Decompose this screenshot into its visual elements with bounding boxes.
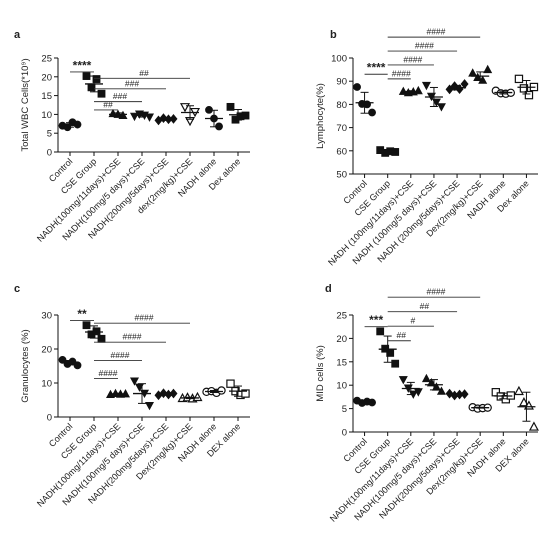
data-point [144,401,155,411]
data-point [436,103,446,112]
data-point [226,102,235,111]
y-axis-title: Total WBC Cells(*10⁹) [20,58,31,151]
y-tick-label: 60 [336,146,347,157]
data-point [241,111,250,120]
significance-label: ** [77,307,87,321]
y-tick-label: 20 [41,345,52,356]
significance-label: ## [420,301,430,311]
significance-label: #### [426,27,445,37]
data-point [398,376,408,385]
data-point [528,421,539,431]
significance-label: *** [369,313,383,327]
data-point [179,103,191,113]
data-point [513,385,524,396]
significance-label: #### [403,54,422,64]
data-point [353,83,361,91]
y-tick-label: 10 [41,379,52,390]
significance-label: # [410,316,415,326]
y-tick-label: 90 [336,77,347,88]
data-point [519,84,529,93]
data-point [398,86,408,95]
y-tick-label: 5 [342,404,347,415]
data-point [436,386,446,395]
data-point [82,72,91,80]
significance-label: **** [367,61,386,75]
y-axis-title: MID cells (%) [315,345,326,401]
y-tick-label: 20 [336,334,347,345]
data-point [421,81,431,91]
y-tick-label: 25 [336,311,347,322]
y-tick-label: 10 [336,381,347,392]
significance-label: #### [135,313,154,323]
data-point [524,90,534,100]
panel-label: d [325,283,332,295]
y-axis-title: Granulocytes (%) [20,329,31,402]
significance-label: ## [103,99,113,109]
y-axis-title: Lymphocyte(%) [315,83,326,149]
data-point [97,89,106,98]
data-point [129,377,140,386]
y-tick-label: 50 [336,170,347,181]
y-tick-label: 0 [47,413,52,424]
data-point [58,355,67,364]
significance-label: #### [111,350,130,360]
data-point [483,64,493,74]
data-point [376,327,385,336]
significance-label: #### [392,68,411,78]
y-tick-label: 15 [41,91,52,102]
significance-label: ## [397,330,407,340]
data-point [468,68,478,77]
significance-label: ### [125,78,139,88]
significance-label: #### [99,368,118,378]
data-point [82,321,91,330]
data-point [73,361,82,370]
data-point [460,79,469,89]
data-point [391,359,400,368]
significance-label: **** [73,58,92,72]
y-tick-label: 15 [336,357,347,368]
y-tick-label: 20 [41,72,52,83]
y-tick-label: 70 [336,123,347,134]
data-point [217,386,226,395]
y-tick-label: 30 [41,311,52,322]
data-point [92,327,101,336]
panel-label: b [330,29,337,41]
y-tick-label: 100 [331,54,347,65]
y-tick-label: 5 [47,129,52,140]
data-point [169,388,178,399]
y-tick-label: 80 [336,100,347,111]
y-tick-label: 0 [47,148,52,159]
significance-label: #### [415,41,434,51]
panel-label: c [14,283,20,295]
significance-label: #### [426,287,445,297]
data-point [192,391,203,402]
significance-label: ### [113,91,127,101]
data-point [97,334,106,343]
significance-label: ## [139,68,149,78]
data-point [368,108,376,117]
panel-label: a [14,29,21,41]
data-point [413,85,423,95]
data-point [421,373,431,383]
data-point [514,74,524,84]
data-point [92,75,101,83]
y-tick-label: 10 [41,110,52,121]
y-tick-label: 25 [41,54,52,65]
y-tick-label: 0 [342,428,347,439]
data-point [226,379,235,388]
data-point [241,389,250,398]
significance-label: #### [123,332,142,342]
